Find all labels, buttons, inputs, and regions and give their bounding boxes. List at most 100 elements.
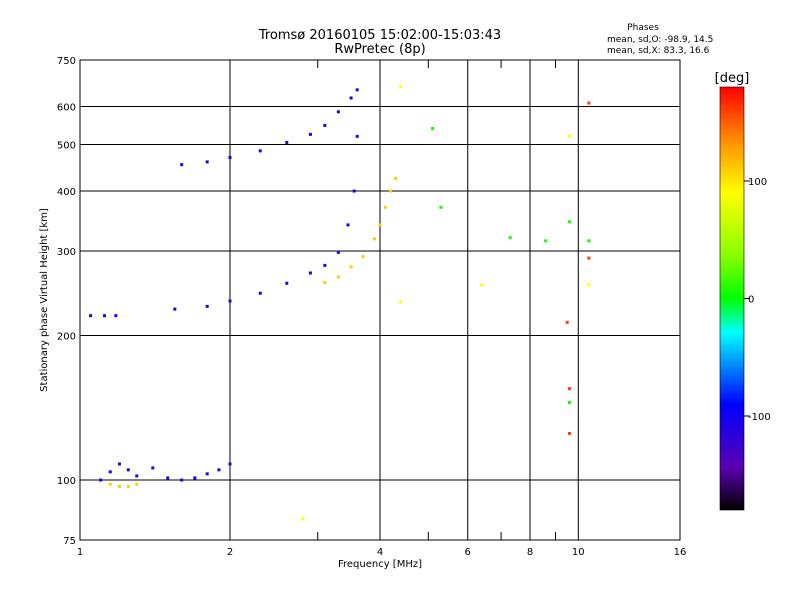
plot-area bbox=[79, 59, 681, 541]
data-point bbox=[258, 291, 262, 295]
data-point bbox=[99, 478, 103, 482]
data-point bbox=[114, 314, 118, 318]
data-point bbox=[399, 85, 403, 89]
y-tick-label: 75 bbox=[63, 536, 76, 547]
data-point bbox=[336, 275, 340, 279]
data-point bbox=[228, 155, 232, 159]
x-tick-label: 1 bbox=[77, 547, 83, 558]
data-point bbox=[567, 134, 571, 138]
data-point bbox=[587, 239, 591, 243]
data-point bbox=[565, 320, 569, 324]
x-tick-label: 6 bbox=[465, 547, 471, 558]
chart-subtitle: RwPretec (8p) bbox=[334, 42, 425, 57]
data-point bbox=[108, 482, 112, 486]
data-point bbox=[567, 220, 571, 224]
data-point bbox=[439, 205, 443, 209]
y-tick-labels: 75 100 200 300 400 500 600 750 bbox=[57, 56, 76, 547]
data-point bbox=[544, 239, 548, 243]
data-point bbox=[258, 149, 262, 153]
y-axis-label: Stationary phase Virtual Height [km] bbox=[39, 208, 50, 392]
data-point bbox=[355, 88, 359, 92]
data-point bbox=[567, 432, 571, 436]
x-tick-label: 10 bbox=[572, 547, 585, 558]
data-point bbox=[480, 283, 484, 287]
y-tick-label: 100 bbox=[57, 476, 76, 487]
x-tick-label: 8 bbox=[527, 547, 533, 558]
data-point bbox=[205, 304, 209, 308]
chart-title: Tromsø 20160105 15:02:00-15:03:43 bbox=[258, 28, 501, 43]
data-point bbox=[228, 299, 232, 303]
stats-heading: Phases bbox=[627, 23, 659, 33]
data-point bbox=[336, 110, 340, 114]
data-point bbox=[394, 176, 398, 180]
data-point bbox=[166, 476, 170, 480]
data-point bbox=[308, 271, 312, 275]
colorbar-tick-label: 0 bbox=[748, 295, 754, 306]
stats-line-x: mean, sd,X: 83.3, 16.6 bbox=[607, 46, 710, 56]
data-point bbox=[117, 484, 121, 488]
y-tick-label: 300 bbox=[57, 247, 76, 258]
x-tick-labels: 1 2 4 6 8 10 16 bbox=[77, 547, 687, 558]
data-point bbox=[352, 189, 356, 193]
data-point bbox=[89, 314, 93, 318]
x-axis-label: Frequency [MHz] bbox=[338, 559, 422, 570]
data-point bbox=[431, 126, 435, 130]
data-point bbox=[323, 123, 327, 127]
data-point bbox=[587, 101, 591, 105]
y-tick-label: 600 bbox=[57, 103, 76, 114]
data-point bbox=[180, 163, 184, 167]
data-point bbox=[285, 140, 289, 144]
data-point bbox=[508, 236, 512, 240]
data-point bbox=[378, 223, 382, 227]
x-tick-label: 2 bbox=[227, 547, 233, 558]
data-point bbox=[373, 237, 377, 241]
data-point bbox=[180, 478, 184, 482]
x-tick-label: 16 bbox=[674, 547, 687, 558]
data-point bbox=[355, 134, 359, 138]
data-point bbox=[173, 307, 177, 311]
y-tick-label: 750 bbox=[57, 56, 76, 67]
data-point bbox=[567, 387, 571, 391]
data-point bbox=[349, 265, 353, 269]
data-point bbox=[383, 205, 387, 209]
data-point bbox=[285, 281, 289, 285]
data-point bbox=[389, 189, 393, 193]
data-point bbox=[103, 314, 107, 318]
y-tick-label: 400 bbox=[57, 187, 76, 198]
y-tick-label: 200 bbox=[57, 332, 76, 343]
colorbar-label: [deg] bbox=[715, 71, 750, 86]
data-point bbox=[323, 280, 327, 284]
data-point bbox=[349, 96, 353, 100]
data-point bbox=[193, 476, 197, 480]
stats-line-o: mean, sd,O: -98.9, 14.5 bbox=[607, 35, 713, 45]
data-point bbox=[361, 255, 365, 259]
data-point bbox=[399, 300, 403, 304]
colorbar-gradient bbox=[720, 87, 744, 510]
data-point bbox=[323, 263, 327, 267]
data-point bbox=[301, 517, 305, 521]
data-point bbox=[126, 484, 130, 488]
data-point bbox=[135, 474, 139, 478]
x-tick-label: 4 bbox=[377, 547, 383, 558]
data-point bbox=[151, 466, 155, 470]
data-point bbox=[126, 468, 130, 472]
data-point bbox=[108, 470, 112, 474]
data-point bbox=[228, 462, 232, 466]
colorbar: [deg] 100 0 -100 bbox=[715, 71, 771, 511]
data-point bbox=[308, 132, 312, 136]
colorbar-ticks: 100 0 -100 bbox=[744, 177, 771, 423]
data-point bbox=[346, 223, 350, 227]
data-point bbox=[336, 250, 340, 254]
data-points bbox=[89, 85, 591, 521]
data-point bbox=[587, 283, 591, 287]
grid bbox=[80, 60, 680, 540]
data-point bbox=[567, 401, 571, 405]
colorbar-tick-label: 100 bbox=[748, 177, 767, 188]
data-point bbox=[217, 468, 221, 472]
colorbar-tick-label: -100 bbox=[748, 412, 771, 423]
y-tick-label: 500 bbox=[57, 141, 76, 152]
data-point bbox=[135, 482, 139, 486]
data-point bbox=[205, 472, 209, 476]
data-point bbox=[205, 160, 209, 164]
